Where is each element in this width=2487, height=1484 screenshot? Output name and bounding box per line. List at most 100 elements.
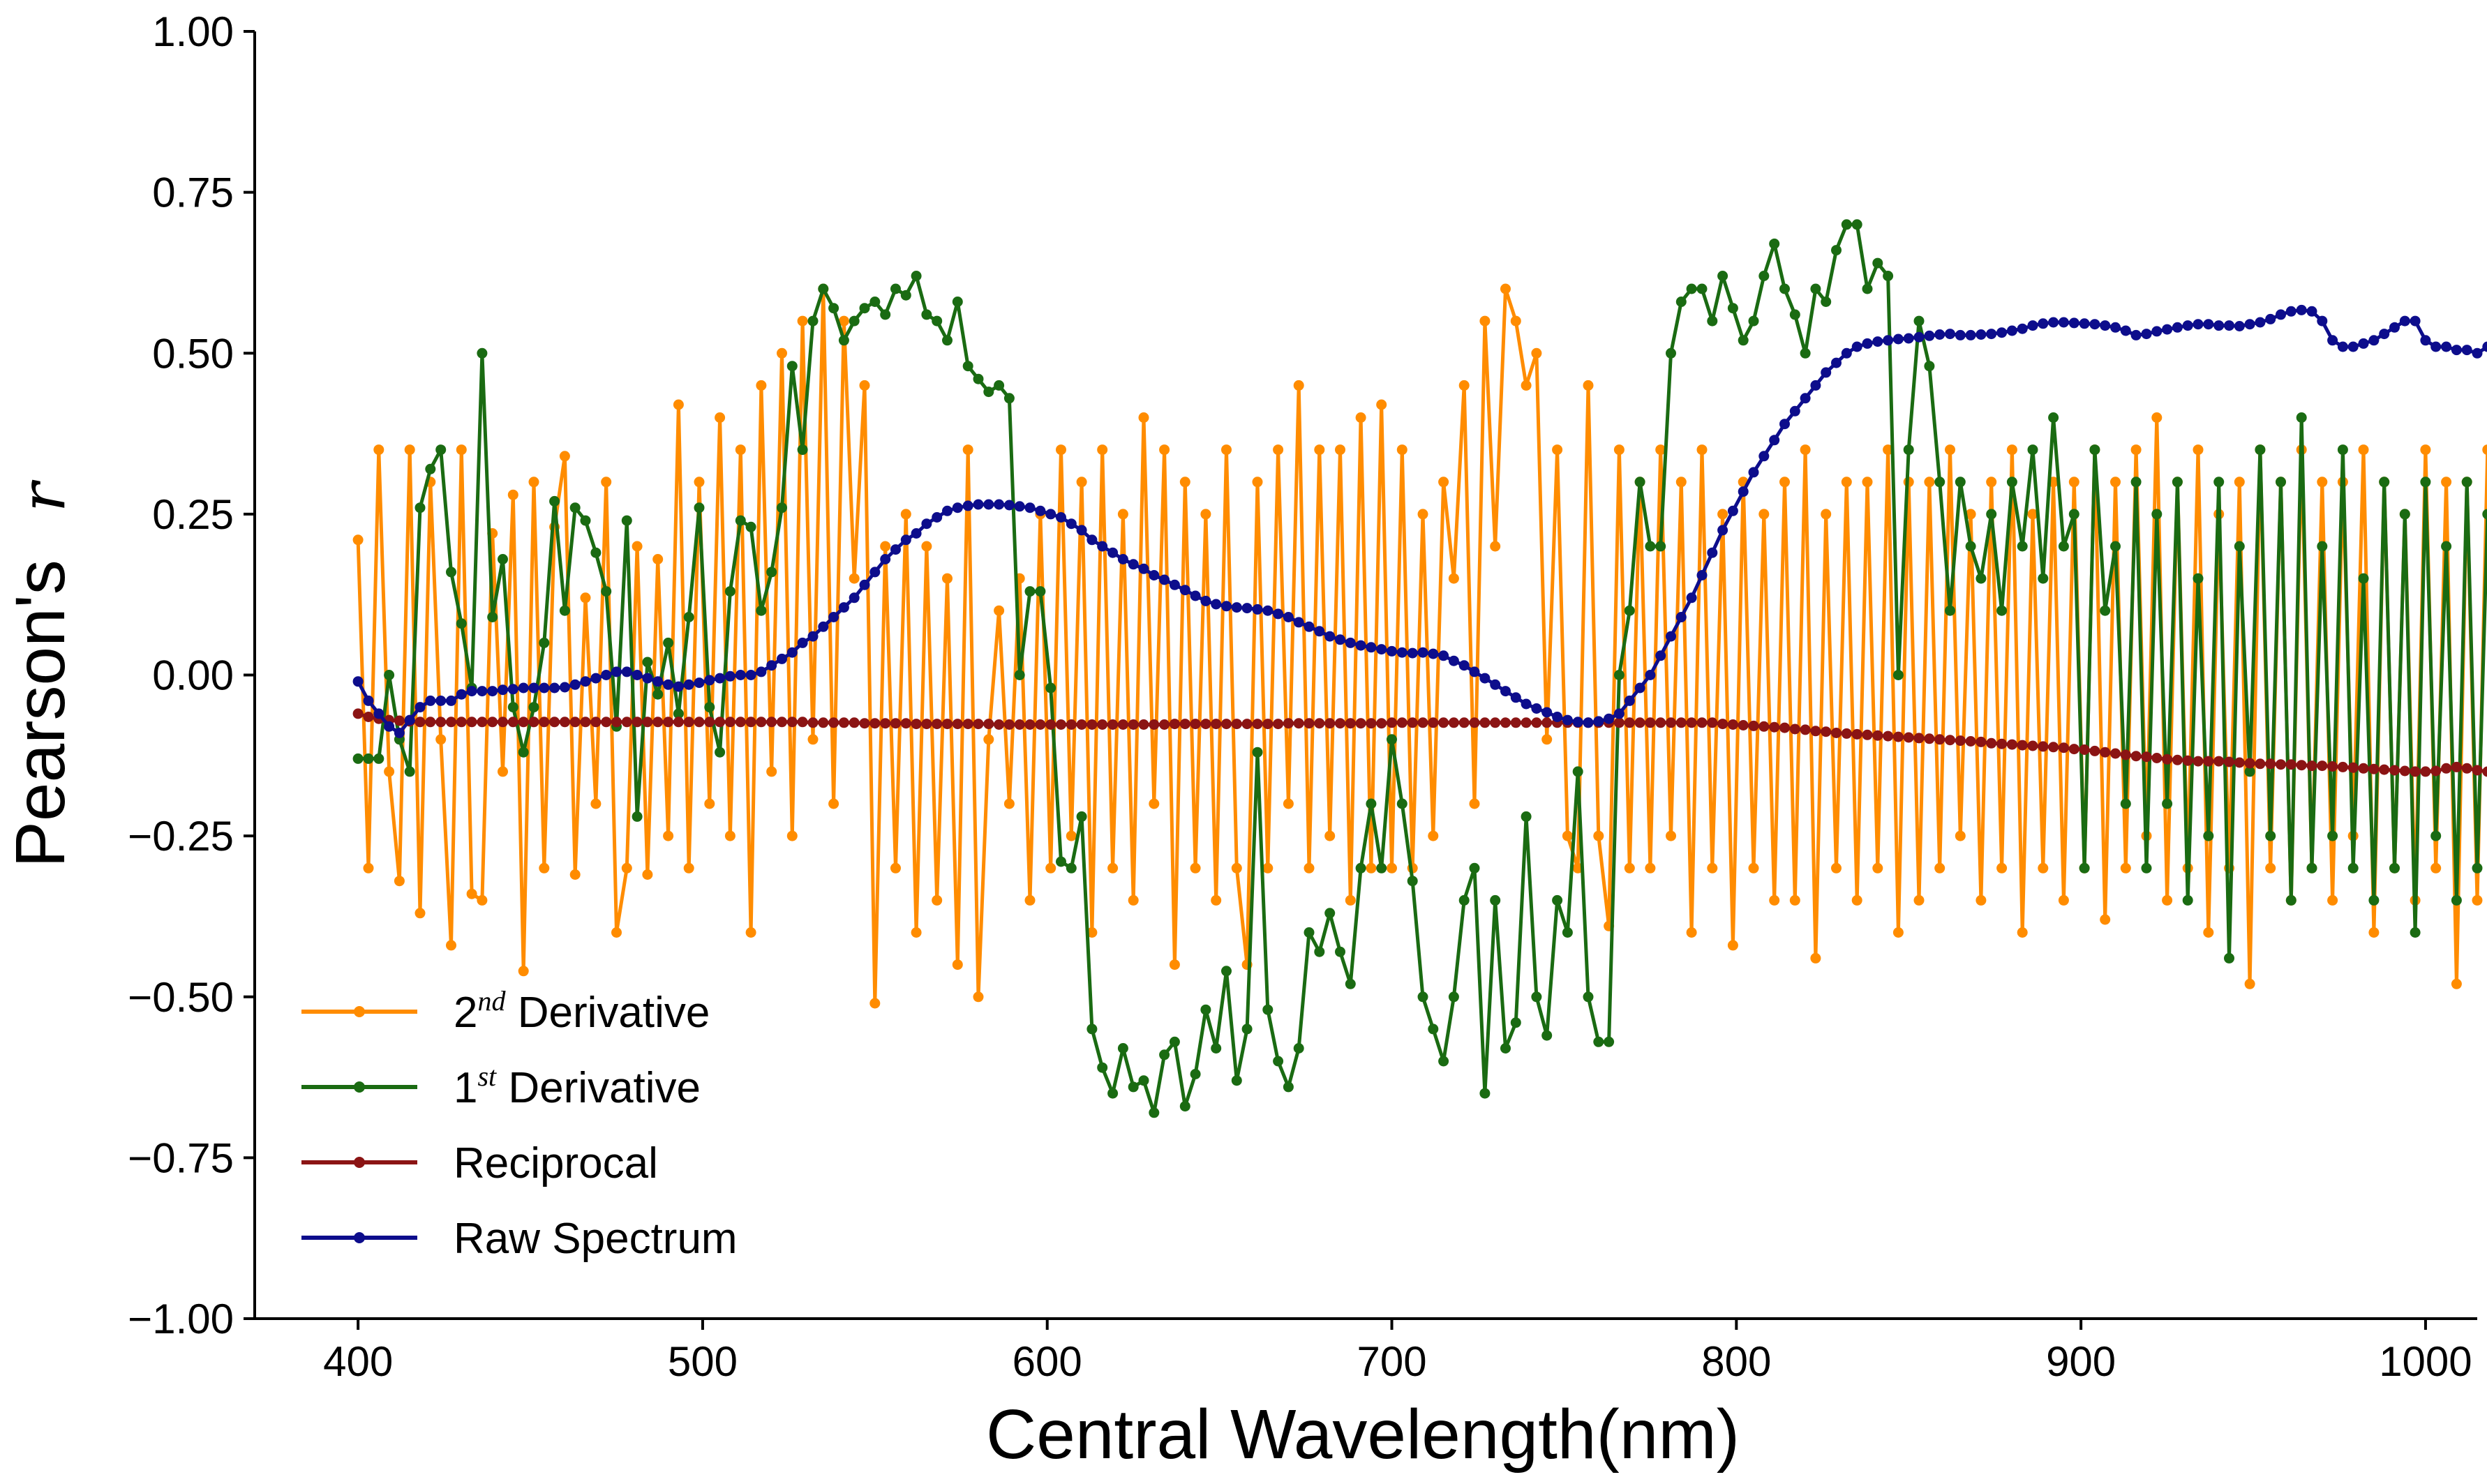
data-point-raw-spectrum [2162, 324, 2173, 335]
data-point-1st-derivative [621, 515, 632, 526]
data-point-1st-derivative [1448, 991, 1459, 1003]
data-point-1st-derivative [2058, 541, 2069, 552]
data-point-2nd-derivative [1262, 862, 1274, 874]
data-point-raw-spectrum [549, 682, 560, 694]
data-point-1st-derivative [2472, 862, 2483, 874]
data-point-1st-derivative [2368, 894, 2380, 906]
data-point-1st-derivative [2203, 830, 2214, 841]
data-point-2nd-derivative [2068, 477, 2079, 488]
data-point-raw-spectrum [2430, 341, 2442, 352]
data-point-2nd-derivative [1252, 477, 1263, 488]
data-point-raw-spectrum [694, 677, 705, 689]
data-point-raw-spectrum [1149, 570, 1160, 580]
data-point-reciprocal [2068, 744, 2079, 755]
data-point-1st-derivative [694, 502, 705, 514]
data-point-1st-derivative [373, 753, 384, 764]
data-point-1st-derivative [642, 657, 653, 668]
data-point-raw-spectrum [1872, 336, 1883, 347]
data-point-2nd-derivative [1169, 959, 1180, 970]
data-point-1st-derivative [2410, 927, 2421, 938]
data-point-1st-derivative [683, 612, 694, 622]
data-point-raw-spectrum [487, 686, 498, 697]
data-point-raw-spectrum [942, 505, 953, 516]
data-point-2nd-derivative [435, 734, 447, 745]
data-point-1st-derivative [1345, 978, 1356, 989]
data-point-reciprocal [1345, 718, 1356, 729]
data-point-reciprocal [1892, 731, 1904, 742]
data-point-2nd-derivative [569, 869, 581, 880]
data-point-2nd-derivative [2451, 978, 2462, 989]
data-point-reciprocal [652, 717, 664, 728]
data-point-raw-spectrum [1531, 703, 1542, 714]
data-point-raw-spectrum [1159, 574, 1170, 585]
data-point-reciprocal [1283, 718, 1294, 729]
data-point-1st-derivative [549, 495, 560, 507]
data-point-raw-spectrum [1593, 716, 1604, 727]
data-point-raw-spectrum [1469, 666, 1480, 677]
y-axis-title-group: Pearson's r [1, 479, 80, 868]
data-point-1st-derivative [1438, 1056, 1449, 1067]
data-point-1st-derivative [363, 753, 374, 764]
data-point-raw-spectrum [1190, 590, 1201, 601]
data-point-reciprocal [1107, 719, 1119, 730]
data-point-2nd-derivative [1500, 283, 1511, 294]
data-point-2nd-derivative [2203, 927, 2214, 938]
data-point-2nd-derivative [1892, 927, 1904, 938]
data-point-2nd-derivative [1428, 830, 1439, 841]
data-point-2nd-derivative [352, 534, 364, 546]
data-point-raw-spectrum [1304, 621, 1315, 632]
legend-label-rest: Derivative [496, 1064, 701, 1112]
data-point-reciprocal [1738, 720, 1749, 730]
data-point-raw-spectrum [797, 637, 808, 648]
data-point-raw-spectrum [1831, 357, 1842, 368]
data-point-2nd-derivative [1758, 509, 1770, 520]
data-point-2nd-derivative [1438, 477, 1449, 488]
y-tick-label: 0.75 [152, 170, 234, 216]
data-point-reciprocal [1634, 717, 1645, 728]
data-point-raw-spectrum [1892, 333, 1904, 345]
data-point-raw-spectrum [456, 689, 467, 700]
data-point-2nd-derivative [2234, 477, 2245, 488]
data-point-raw-spectrum [2337, 341, 2348, 352]
data-point-2nd-derivative [869, 998, 881, 1009]
data-point-reciprocal [2224, 756, 2234, 767]
data-point-2nd-derivative [1355, 412, 1366, 423]
data-point-1st-derivative [2068, 509, 2079, 520]
data-point-raw-spectrum [590, 673, 602, 684]
data-point-2nd-derivative [498, 766, 508, 777]
data-point-reciprocal [507, 717, 518, 728]
data-point-reciprocal [2048, 742, 2059, 753]
data-point-raw-spectrum [1417, 647, 1428, 658]
data-point-raw-spectrum [1252, 604, 1263, 615]
data-point-reciprocal [2213, 756, 2225, 767]
data-point-reciprocal [1211, 719, 1222, 730]
data-point-1st-derivative [1024, 586, 1036, 597]
data-point-2nd-derivative [1696, 444, 1708, 456]
data-point-2nd-derivative [952, 959, 963, 970]
data-point-1st-derivative [352, 753, 364, 764]
data-point-reciprocal [797, 717, 808, 728]
data-point-1st-derivative [1211, 1043, 1222, 1054]
data-point-2nd-derivative [1686, 927, 1697, 938]
data-point-2nd-derivative [2058, 894, 2069, 906]
data-point-raw-spectrum [1407, 647, 1418, 659]
data-point-raw-spectrum [756, 666, 767, 677]
data-point-reciprocal [1128, 719, 1139, 730]
data-point-raw-spectrum [394, 728, 405, 738]
data-point-reciprocal [1965, 736, 1976, 747]
data-point-raw-spectrum [477, 686, 488, 697]
data-point-1st-derivative [435, 444, 447, 456]
data-point-2nd-derivative [611, 927, 622, 938]
data-point-1st-derivative [2285, 894, 2296, 906]
data-point-1st-derivative [2430, 830, 2442, 841]
data-point-raw-spectrum [1231, 602, 1242, 613]
data-point-raw-spectrum [2130, 329, 2142, 340]
data-point-raw-spectrum [1903, 333, 1914, 344]
data-point-1st-derivative [425, 463, 436, 474]
data-point-2nd-derivative [673, 399, 684, 410]
data-point-reciprocal [786, 717, 798, 728]
data-point-reciprocal [2399, 765, 2410, 777]
data-point-1st-derivative [590, 547, 602, 558]
data-point-raw-spectrum [1056, 512, 1066, 523]
data-point-reciprocal [1696, 717, 1708, 728]
